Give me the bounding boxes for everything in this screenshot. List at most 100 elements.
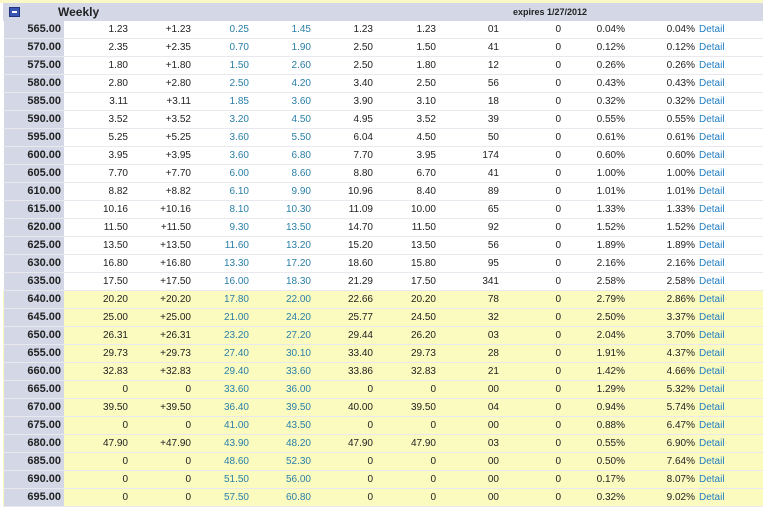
change-cell: +2.80: [165, 78, 191, 89]
detail-link[interactable]: Detail: [699, 78, 725, 89]
last-cell: 3.95: [108, 150, 128, 161]
bid-cell: 8.10: [229, 204, 249, 215]
bid-cell: 48.60: [223, 456, 249, 467]
ask-cell: 60.80: [285, 492, 311, 503]
volume-cell: 41: [487, 168, 499, 179]
detail-link[interactable]: Detail: [699, 114, 725, 125]
open-interest-cell: 0: [555, 294, 561, 305]
last-cell: 2.35: [108, 42, 128, 53]
low-cell: 4.50: [416, 132, 436, 143]
high-cell: 29.44: [347, 330, 373, 341]
volume-cell: 28: [487, 348, 499, 359]
high-cell: 18.60: [347, 258, 373, 269]
detail-link[interactable]: Detail: [699, 258, 725, 269]
high-cell: 40.00: [347, 402, 373, 413]
change-cell: +26.31: [160, 330, 191, 341]
last-cell: 16.80: [102, 258, 128, 269]
low-cell: 1.23: [416, 24, 436, 35]
strike-cell: 650.00: [4, 327, 64, 344]
detail-link[interactable]: Detail: [699, 168, 725, 179]
low-cell: 1.80: [416, 60, 436, 71]
detail-link[interactable]: Detail: [699, 222, 725, 233]
volume-cell: 12: [487, 60, 499, 71]
detail-link[interactable]: Detail: [699, 438, 725, 449]
low-cell: 8.40: [416, 186, 436, 197]
low-cell: 3.52: [416, 114, 436, 125]
bid-cell: 57.50: [223, 492, 249, 503]
strike-cell: 565.00: [4, 21, 64, 38]
volume-cell: 41: [487, 42, 499, 53]
detail-link[interactable]: Detail: [699, 276, 725, 287]
strike-cell: 645.00: [4, 309, 64, 326]
detail-link[interactable]: Detail: [699, 492, 725, 503]
volume-cell: 65: [487, 204, 499, 215]
bid-cell: 3.60: [229, 132, 249, 143]
last-cell: 25.00: [102, 312, 128, 323]
collapse-icon[interactable]: [9, 7, 20, 17]
ask-cell: 6.80: [291, 150, 311, 161]
pct-2-cell: 0.61%: [666, 132, 695, 143]
table-row: 675.00 0 0 41.00 43.50 0 0 00 0 0.88% 6.47% Detail: [3, 417, 763, 435]
ask-cell: 13.20: [285, 240, 311, 251]
detail-link[interactable]: Detail: [699, 96, 725, 107]
change-cell: +39.50: [160, 402, 191, 413]
table-row: 590.00 3.52 +3.52 3.20 4.50 4.95 3.52 39 0 0.55% 0…: [3, 111, 763, 129]
open-interest-cell: 0: [555, 276, 561, 287]
open-interest-cell: 0: [555, 384, 561, 395]
detail-link[interactable]: Detail: [699, 456, 725, 467]
detail-link[interactable]: Detail: [699, 186, 725, 197]
strike-cell: 570.00: [4, 39, 64, 56]
pct-2-cell: 0.04%: [666, 24, 695, 35]
change-cell: +25.00: [160, 312, 191, 323]
table-row: 585.00 3.11 +3.11 1.85 3.60 3.90 3.10 18 0 0.32% 0…: [3, 93, 763, 111]
low-cell: 10.00: [410, 204, 436, 215]
ask-cell: 1.90: [291, 42, 311, 53]
detail-link[interactable]: Detail: [699, 402, 725, 413]
detail-link[interactable]: Detail: [699, 294, 725, 305]
last-cell: 0: [122, 492, 128, 503]
low-cell: 0: [430, 384, 436, 395]
pct-1-cell: 0.88%: [596, 420, 625, 431]
change-cell: +13.50: [160, 240, 191, 251]
bid-cell: 29.40: [223, 366, 249, 377]
detail-link[interactable]: Detail: [699, 240, 725, 251]
ask-cell: 1.45: [291, 24, 311, 35]
change-cell: +47.90: [160, 438, 191, 449]
high-cell: 0: [367, 456, 373, 467]
strike-cell: 610.00: [4, 183, 64, 200]
last-cell: 8.82: [108, 186, 128, 197]
pct-2-cell: 2.58%: [666, 276, 695, 287]
open-interest-cell: 0: [555, 348, 561, 359]
detail-link[interactable]: Detail: [699, 204, 725, 215]
pct-1-cell: 1.91%: [596, 348, 625, 359]
high-cell: 33.86: [347, 366, 373, 377]
low-cell: 0: [430, 492, 436, 503]
low-cell: 32.83: [410, 366, 436, 377]
volume-cell: 00: [487, 456, 499, 467]
detail-link[interactable]: Detail: [699, 24, 725, 35]
detail-link[interactable]: Detail: [699, 60, 725, 71]
open-interest-cell: 0: [555, 150, 561, 161]
detail-link[interactable]: Detail: [699, 150, 725, 161]
volume-cell: 174: [482, 150, 499, 161]
open-interest-cell: 0: [555, 474, 561, 485]
pct-2-cell: 1.52%: [666, 222, 695, 233]
detail-link[interactable]: Detail: [699, 384, 725, 395]
detail-link[interactable]: Detail: [699, 348, 725, 359]
detail-link[interactable]: Detail: [699, 474, 725, 485]
detail-link[interactable]: Detail: [699, 420, 725, 431]
ask-cell: 10.30: [285, 204, 311, 215]
low-cell: 3.10: [416, 96, 436, 107]
open-interest-cell: 0: [555, 438, 561, 449]
detail-link[interactable]: Detail: [699, 366, 725, 377]
detail-link[interactable]: Detail: [699, 132, 725, 143]
low-cell: 1.50: [416, 42, 436, 53]
detail-link[interactable]: Detail: [699, 42, 725, 53]
high-cell: 1.23: [353, 24, 373, 35]
table-row: 580.00 2.80 +2.80 2.50 4.20 3.40 2.50 56 0 0.43% 0…: [3, 75, 763, 93]
detail-link[interactable]: Detail: [699, 312, 725, 323]
detail-link[interactable]: Detail: [699, 330, 725, 341]
table-row: 630.00 16.80 +16.80 13.30 17.20 18.60 15.80 95 0…: [3, 255, 763, 273]
last-cell: 7.70: [108, 168, 128, 179]
strike-cell: 590.00: [4, 111, 64, 128]
